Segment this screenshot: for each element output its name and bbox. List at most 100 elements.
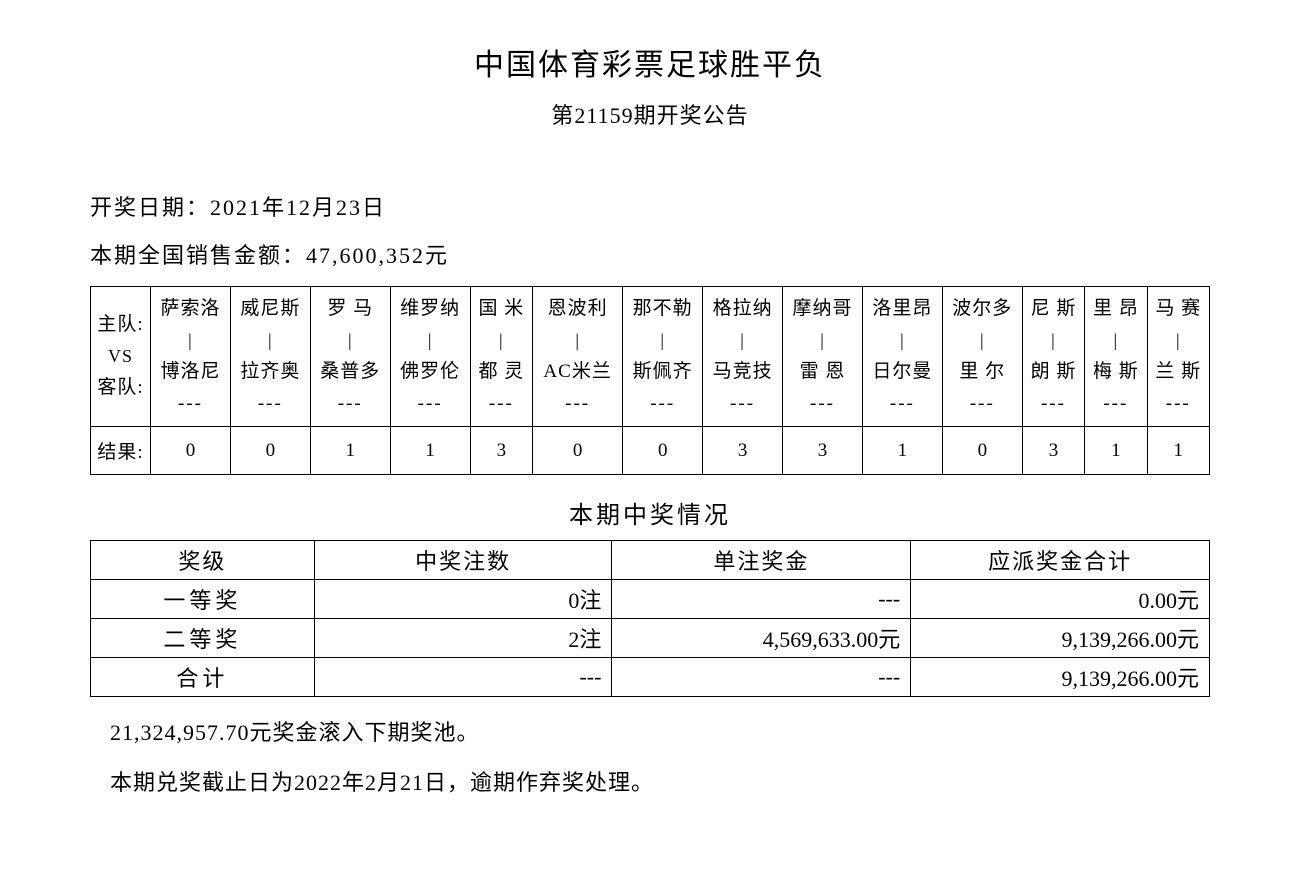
result-cell: 0 <box>230 427 310 475</box>
match-col: 波尔多|里 尔--- <box>942 287 1022 427</box>
prize-section-title: 本期中奖情况 <box>90 495 1210 530</box>
match-col: 国 米|都 灵--- <box>470 287 532 427</box>
match-col: 萨索洛|博洛尼--- <box>151 287 231 427</box>
result-cell: 3 <box>703 427 783 475</box>
away-team: 都 灵 <box>473 356 530 388</box>
deadline-text: 本期兑奖截止日为2022年2月21日，逾期作弃奖处理。 <box>90 765 1210 797</box>
home-team: 尼 斯 <box>1025 293 1082 325</box>
home-team: 摩纳哥 <box>785 293 860 325</box>
dash: --- <box>233 388 308 420</box>
home-team: 马 赛 <box>1150 293 1207 325</box>
rollover-text: 21,324,957.70元奖金滚入下期奖池。 <box>90 715 1210 747</box>
vs-bar: | <box>865 325 940 356</box>
dash: --- <box>785 388 860 420</box>
away-team: 拉齐奥 <box>233 356 308 388</box>
vs-bar: | <box>153 325 228 356</box>
dash: --- <box>1025 388 1082 420</box>
prize-header: 奖级 <box>91 541 315 580</box>
dash: --- <box>1150 388 1207 420</box>
away-team: 斯佩齐 <box>625 356 700 388</box>
dash: --- <box>535 388 620 420</box>
prize-count: --- <box>314 658 612 697</box>
home-team: 格拉纳 <box>705 293 780 325</box>
draw-date-value: 2021年12月23日 <box>210 195 386 220</box>
vs-bar: | <box>625 325 700 356</box>
vs-bar: | <box>1025 325 1082 356</box>
prize-unit: --- <box>612 658 911 697</box>
match-col: 里 昂|梅 斯--- <box>1085 287 1147 427</box>
vs-bar: | <box>1150 325 1207 356</box>
match-col: 罗 马|桑普多--- <box>310 287 390 427</box>
away-team: 雷 恩 <box>785 356 860 388</box>
home-team: 威尼斯 <box>233 293 308 325</box>
result-label-cell: 结果: <box>91 427 151 475</box>
dash: --- <box>865 388 940 420</box>
home-team: 波尔多 <box>945 293 1020 325</box>
home-team: 洛里昂 <box>865 293 940 325</box>
prize-header: 应派奖金合计 <box>911 541 1210 580</box>
vs-bar: | <box>535 325 620 356</box>
away-team: 桑普多 <box>313 356 388 388</box>
match-col: 尼 斯|朗 斯--- <box>1022 287 1084 427</box>
dash: --- <box>153 388 228 420</box>
prize-header-row: 奖级 中奖注数 单注奖金 应派奖金合计 <box>91 541 1210 580</box>
sub-title: 第21159期开奖公告 <box>90 98 1210 130</box>
prize-total: 0.00元 <box>911 580 1210 619</box>
home-team: 那不勒 <box>625 293 700 325</box>
prize-category: 一等奖 <box>91 580 315 619</box>
prize-category: 二等奖 <box>91 619 315 658</box>
vs-bar: | <box>313 325 388 356</box>
home-team: 维罗纳 <box>393 293 468 325</box>
dash: --- <box>473 388 530 420</box>
result-cell: 3 <box>783 427 863 475</box>
prize-unit: 4,569,633.00元 <box>612 619 911 658</box>
prize-total: 9,139,266.00元 <box>911 658 1210 697</box>
match-table: 主队: VS 客队: 萨索洛|博洛尼--- 威尼斯|拉齐奥--- 罗 马|桑普多… <box>90 286 1210 475</box>
result-cell: 3 <box>470 427 532 475</box>
away-team: 博洛尼 <box>153 356 228 388</box>
result-cell: 3 <box>1022 427 1084 475</box>
result-cell: 1 <box>310 427 390 475</box>
match-col: 那不勒|斯佩齐--- <box>623 287 703 427</box>
prize-row: 二等奖 2注 4,569,633.00元 9,139,266.00元 <box>91 619 1210 658</box>
prize-row: 合计 --- --- 9,139,266.00元 <box>91 658 1210 697</box>
home-team: 萨索洛 <box>153 293 228 325</box>
away-team: 里 尔 <box>945 356 1020 388</box>
sales-label: 本期全国销售金额： <box>90 243 306 268</box>
result-cell: 0 <box>942 427 1022 475</box>
result-label: 结果: <box>91 427 150 474</box>
vs-bar: | <box>705 325 780 356</box>
away-team: 马竞技 <box>705 356 780 388</box>
draw-date-label: 开奖日期： <box>90 195 210 220</box>
prize-count: 0注 <box>314 580 612 619</box>
away-team: 朗 斯 <box>1025 356 1082 388</box>
prize-row: 一等奖 0注 --- 0.00元 <box>91 580 1210 619</box>
draw-date-line: 开奖日期：2021年12月23日 <box>90 190 1210 222</box>
dash: --- <box>393 388 468 420</box>
result-cell: 1 <box>1085 427 1147 475</box>
vs-bar: | <box>393 325 468 356</box>
match-col: 格拉纳|马竞技--- <box>703 287 783 427</box>
result-cell: 0 <box>623 427 703 475</box>
away-team: AC米兰 <box>535 356 620 388</box>
match-col: 洛里昂|日尔曼--- <box>862 287 942 427</box>
result-cell: 1 <box>1147 427 1209 475</box>
result-cell: 0 <box>151 427 231 475</box>
home-team: 罗 马 <box>313 293 388 325</box>
vs-bar: | <box>785 325 860 356</box>
match-row: 主队: VS 客队: 萨索洛|博洛尼--- 威尼斯|拉齐奥--- 罗 马|桑普多… <box>91 287 1210 427</box>
prize-header: 单注奖金 <box>612 541 911 580</box>
match-col: 恩波利|AC米兰--- <box>533 287 623 427</box>
away-team: 梅 斯 <box>1087 356 1144 388</box>
prize-count: 2注 <box>314 619 612 658</box>
dash: --- <box>313 388 388 420</box>
vs-bar: | <box>1087 325 1144 356</box>
home-label: 主队: <box>93 309 148 341</box>
prize-total: 9,139,266.00元 <box>911 619 1210 658</box>
sales-line: 本期全国销售金额：47,600,352元 <box>90 238 1210 270</box>
sales-value: 47,600,352元 <box>306 243 449 268</box>
away-team: 兰 斯 <box>1150 356 1207 388</box>
result-cell: 1 <box>390 427 470 475</box>
vs-bar: | <box>233 325 308 356</box>
match-col: 马 赛|兰 斯--- <box>1147 287 1209 427</box>
